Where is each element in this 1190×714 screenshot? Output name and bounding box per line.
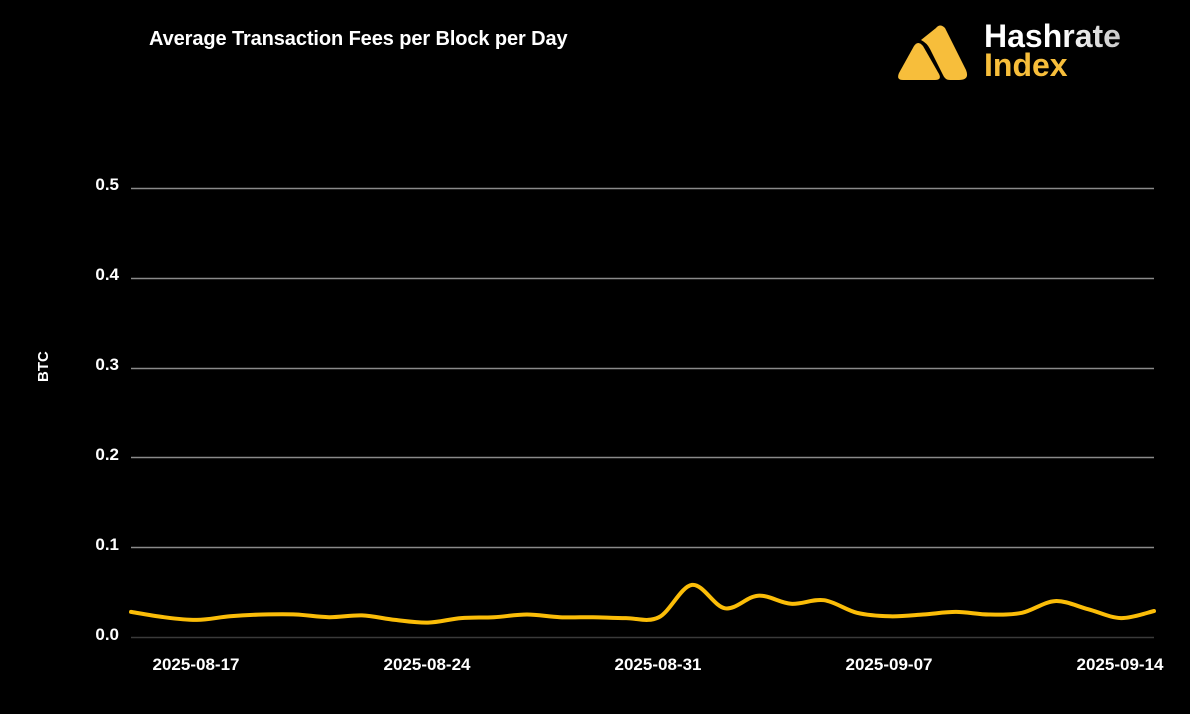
- y-tick-label: 0.3: [95, 355, 119, 374]
- chart-title: Average Transaction Fees per Block per D…: [149, 28, 568, 50]
- hashrate-index-logo: Hashrate Index: [896, 18, 1166, 86]
- x-tick-label: 2025-08-17: [152, 655, 240, 674]
- logo-text-index: Index: [984, 47, 1068, 83]
- x-tick-label: 2025-09-07: [845, 655, 933, 674]
- x-tick-label: 2025-08-31: [614, 655, 702, 674]
- x-tick-label: 2025-08-24: [383, 655, 471, 674]
- y-tick-label: 0.4: [95, 265, 119, 284]
- y-tick-label: 0.0: [95, 625, 119, 644]
- hashrate-logo-icon: [898, 25, 968, 80]
- gridlines: [131, 187, 1154, 639]
- y-tick-label: 0.1: [95, 535, 119, 554]
- y-tick-label: 0.5: [95, 175, 119, 194]
- fee-series-line: [129, 582, 1156, 625]
- logo-text-hashrate: Hashrate: [984, 18, 1121, 54]
- y-tick-label: 0.2: [95, 445, 119, 464]
- x-tick-label: 2025-09-14: [1076, 655, 1164, 674]
